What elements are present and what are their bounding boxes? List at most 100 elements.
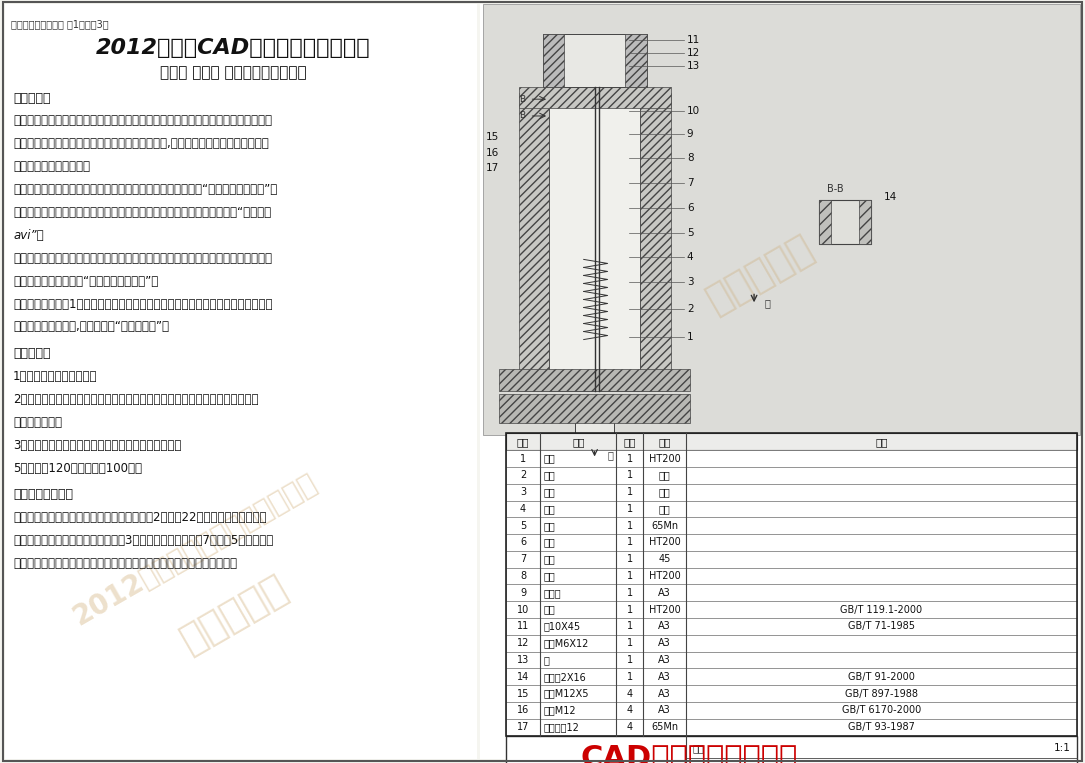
FancyBboxPatch shape: [506, 467, 1077, 484]
FancyBboxPatch shape: [542, 34, 647, 87]
Text: B: B: [519, 95, 525, 104]
FancyBboxPatch shape: [506, 568, 1077, 584]
Text: A3: A3: [659, 671, 671, 682]
Text: 联柱M12X5: 联柱M12X5: [544, 688, 589, 699]
FancyBboxPatch shape: [506, 668, 1077, 685]
Text: 15: 15: [486, 132, 499, 143]
Text: 阀坐: 阀坐: [544, 470, 556, 481]
FancyBboxPatch shape: [499, 369, 690, 391]
Text: 9: 9: [520, 588, 526, 598]
Text: 弹簧坐: 弹簧坐: [544, 588, 561, 598]
Text: 进: 进: [765, 298, 770, 308]
Text: 12: 12: [516, 638, 529, 649]
Text: 4: 4: [520, 504, 526, 514]
Text: 数量: 数量: [624, 436, 636, 447]
Text: 高压气体从阀瓣和阀坐之间的缝隙流向出口，从而达到调节压力的作用。: 高压气体从阀瓣和阀坐之间的缝隙流向出口，从而达到调节压力的作用。: [13, 557, 237, 570]
FancyBboxPatch shape: [506, 484, 1077, 501]
Text: B-B: B-B: [827, 185, 843, 195]
FancyBboxPatch shape: [506, 618, 1077, 635]
Text: 2012广东省图形技能及创新大赛: 2012广东省图形技能及创新大赛: [68, 468, 322, 631]
Text: 1: 1: [627, 588, 633, 598]
Text: 11: 11: [516, 621, 529, 632]
Text: 1: 1: [627, 504, 633, 514]
Text: 14: 14: [516, 671, 529, 682]
Text: 8: 8: [520, 571, 526, 581]
Text: 三、按照给定的装配图将零件三维模型进行装配，文件命名为“安全阀三维装配体”。: 三、按照给定的装配图将零件三维模型进行装配，文件命名为“安全阀三维装配体”。: [13, 183, 278, 196]
Text: 1: 1: [627, 571, 633, 581]
FancyBboxPatch shape: [499, 394, 690, 423]
FancyBboxPatch shape: [506, 584, 1077, 601]
Text: 2012广东省CAD图形技能及创新大赛: 2012广东省CAD图形技能及创新大赛: [95, 38, 371, 58]
FancyBboxPatch shape: [549, 93, 640, 391]
FancyBboxPatch shape: [506, 450, 1077, 467]
FancyBboxPatch shape: [859, 200, 871, 244]
FancyBboxPatch shape: [506, 517, 1077, 534]
Text: 45: 45: [659, 554, 671, 565]
Text: 11: 11: [687, 34, 700, 45]
Text: 65Mn: 65Mn: [651, 722, 678, 732]
FancyBboxPatch shape: [506, 635, 1077, 652]
Text: 弹簧: 弹簧: [544, 520, 556, 531]
Text: 6: 6: [687, 202, 693, 213]
Text: 1: 1: [627, 470, 633, 481]
Text: 1: 1: [627, 655, 633, 665]
Text: 技术要求、标题栏）,文件命名为“阀体零件图”。: 技术要求、标题栏）,文件命名为“阀体零件图”。: [13, 320, 169, 333]
FancyBboxPatch shape: [819, 200, 871, 244]
Text: 65Mn: 65Mn: [651, 520, 678, 531]
Text: 15: 15: [516, 688, 529, 699]
Text: 阀杆: 阀杆: [544, 554, 556, 565]
FancyBboxPatch shape: [506, 433, 1077, 450]
Text: 安全阀工作原理：: 安全阀工作原理：: [13, 488, 73, 501]
FancyBboxPatch shape: [506, 736, 1077, 763]
Text: 10: 10: [687, 105, 700, 116]
Text: 阀体: 阀体: [544, 453, 556, 464]
Text: 1:1: 1:1: [1054, 743, 1071, 753]
Text: CAD机械三维模型设计: CAD机械三维模型设计: [580, 743, 797, 763]
FancyBboxPatch shape: [506, 551, 1077, 568]
Text: A3: A3: [659, 621, 671, 632]
Text: 安全阀是一种调整机器内部压力的装置。阀瓣2与阀坐22紧密贴合，当下方进口: 安全阀是一种调整机器内部压力的装置。阀瓣2与阀坐22紧密贴合，当下方进口: [13, 511, 267, 524]
Text: 题目要求：: 题目要求：: [13, 92, 51, 105]
Text: 1: 1: [627, 537, 633, 548]
Text: GB/T 897-1988: GB/T 897-1988: [845, 688, 918, 699]
Text: HT200: HT200: [649, 453, 680, 464]
Text: 16: 16: [486, 147, 499, 158]
Text: 机械类试题: 机械类试题: [700, 229, 819, 320]
Text: 1: 1: [627, 638, 633, 649]
Text: 一、在电脑指定位置建立以自己考号命名的文件夹，所有答案均存放在此文件夹内。: 一、在电脑指定位置建立以自己考号命名的文件夹，所有答案均存放在此文件夹内。: [13, 114, 272, 127]
Text: 青铜: 青铜: [659, 487, 671, 497]
Text: 材料: 材料: [659, 436, 671, 447]
Text: 12: 12: [687, 48, 700, 59]
Text: HT200: HT200: [649, 571, 680, 581]
FancyBboxPatch shape: [506, 652, 1077, 668]
Text: 5、时间：120分钟，总分100分。: 5、时间：120分钟，总分100分。: [13, 462, 142, 475]
Text: 9: 9: [687, 128, 693, 139]
FancyBboxPatch shape: [819, 200, 831, 244]
Text: 五、生成符合国标要求的安全阀二维装配图（包括视图、尺寸、技术要求、明细表、: 五、生成符合国标要求的安全阀二维装配图（包括视图、尺寸、技术要求、明细表、: [13, 252, 272, 265]
Text: 夹圈: 夹圈: [544, 571, 556, 581]
Text: A3: A3: [659, 655, 671, 665]
Text: 5: 5: [687, 227, 693, 238]
Text: A3: A3: [659, 705, 671, 716]
Text: 件名称即为该零件名称。: 件名称即为该零件名称。: [13, 160, 90, 173]
Text: 机械类试题: 机械类试题: [174, 568, 293, 660]
Text: 5: 5: [520, 520, 526, 531]
Text: 6: 6: [520, 537, 526, 548]
Text: 7: 7: [687, 178, 693, 188]
Text: 2: 2: [687, 304, 693, 314]
Text: 垫圈: 垫圈: [544, 504, 556, 514]
Text: 青铜: 青铜: [659, 470, 671, 481]
Text: 1: 1: [627, 621, 633, 632]
Text: 备注: 备注: [876, 436, 888, 447]
Text: 注意事项：: 注意事项：: [13, 347, 51, 360]
Text: 中给出的样式；: 中给出的样式；: [13, 416, 62, 429]
Text: 7: 7: [520, 554, 526, 565]
Text: 14: 14: [884, 192, 897, 202]
Text: GB/T 6170-2000: GB/T 6170-2000: [842, 705, 921, 716]
Text: 4: 4: [627, 705, 633, 716]
FancyBboxPatch shape: [542, 34, 564, 87]
Text: 13: 13: [516, 655, 529, 665]
Text: 联母M12: 联母M12: [544, 705, 576, 716]
FancyBboxPatch shape: [480, 4, 1080, 759]
Text: 3、答案文件中不得填写姓名、学校，否则试卷作废。: 3、答案文件中不得填写姓名、学校，否则试卷作废。: [13, 439, 181, 452]
